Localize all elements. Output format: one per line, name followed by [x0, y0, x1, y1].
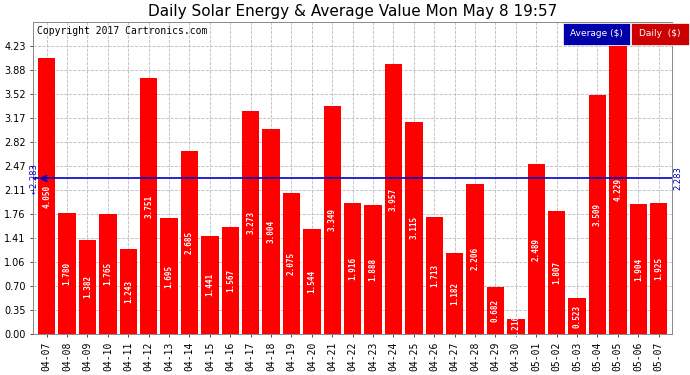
- Bar: [283, 193, 300, 334]
- Text: Copyright 2017 Cartronics.com: Copyright 2017 Cartronics.com: [37, 26, 207, 36]
- Text: 3.273: 3.273: [246, 211, 255, 234]
- Bar: [548, 211, 565, 334]
- Bar: [38, 58, 55, 334]
- Text: Daily  ($): Daily ($): [639, 29, 680, 38]
- Bar: [201, 236, 219, 334]
- Bar: [405, 122, 422, 334]
- Bar: [79, 240, 96, 334]
- Bar: [99, 214, 117, 334]
- Bar: [119, 249, 137, 334]
- Text: 2.206: 2.206: [471, 247, 480, 270]
- Text: ←2.283: ←2.283: [30, 163, 39, 194]
- Bar: [446, 254, 464, 334]
- Bar: [221, 227, 239, 334]
- Bar: [324, 106, 341, 334]
- Text: 3.751: 3.751: [144, 195, 153, 218]
- Bar: [487, 287, 504, 334]
- Bar: [160, 219, 178, 334]
- Text: Average ($): Average ($): [570, 29, 623, 38]
- Text: 1.544: 1.544: [307, 270, 317, 293]
- Bar: [650, 203, 667, 334]
- Title: Daily Solar Energy & Average Value Mon May 8 19:57: Daily Solar Energy & Average Value Mon M…: [148, 4, 558, 19]
- Text: 2.685: 2.685: [185, 231, 194, 254]
- Bar: [609, 46, 627, 334]
- Text: 1.888: 1.888: [368, 258, 377, 281]
- Bar: [242, 111, 259, 334]
- Bar: [629, 204, 647, 334]
- Bar: [466, 184, 484, 334]
- Bar: [589, 95, 606, 334]
- Text: 2.283: 2.283: [673, 166, 682, 190]
- Text: 0.216: 0.216: [511, 315, 520, 338]
- Bar: [59, 213, 76, 334]
- Text: 3.115: 3.115: [409, 216, 418, 239]
- Text: 1.925: 1.925: [654, 257, 663, 280]
- Text: 1.916: 1.916: [348, 257, 357, 280]
- Text: 4.050: 4.050: [42, 184, 51, 207]
- Text: 1.382: 1.382: [83, 275, 92, 298]
- Bar: [569, 298, 586, 334]
- Bar: [303, 229, 321, 334]
- Text: 1.567: 1.567: [226, 269, 235, 292]
- Bar: [426, 217, 443, 334]
- Bar: [262, 129, 279, 334]
- Bar: [344, 203, 362, 334]
- Text: 1.243: 1.243: [124, 280, 132, 303]
- Text: 2.489: 2.489: [532, 237, 541, 261]
- FancyBboxPatch shape: [563, 22, 631, 45]
- Text: 3.509: 3.509: [593, 203, 602, 226]
- Text: 4.229: 4.229: [613, 178, 622, 201]
- Text: 1.765: 1.765: [104, 262, 112, 285]
- Text: 1.904: 1.904: [634, 258, 643, 280]
- Text: 0.682: 0.682: [491, 299, 500, 322]
- Text: 1.695: 1.695: [165, 265, 174, 288]
- FancyBboxPatch shape: [631, 22, 689, 45]
- Text: 1.780: 1.780: [63, 262, 72, 285]
- Text: 0.523: 0.523: [573, 304, 582, 328]
- Text: 1.713: 1.713: [430, 264, 439, 287]
- Bar: [507, 319, 524, 334]
- Text: 3.957: 3.957: [389, 188, 398, 211]
- Text: 2.075: 2.075: [287, 252, 296, 275]
- Text: 3.349: 3.349: [328, 208, 337, 231]
- Bar: [140, 78, 157, 334]
- Bar: [364, 205, 382, 334]
- Text: 1.182: 1.182: [450, 282, 459, 305]
- Text: 1.807: 1.807: [552, 261, 561, 284]
- Bar: [385, 64, 402, 334]
- Bar: [181, 151, 198, 334]
- Bar: [528, 164, 545, 334]
- Text: 3.004: 3.004: [266, 220, 275, 243]
- Text: 1.441: 1.441: [206, 273, 215, 296]
